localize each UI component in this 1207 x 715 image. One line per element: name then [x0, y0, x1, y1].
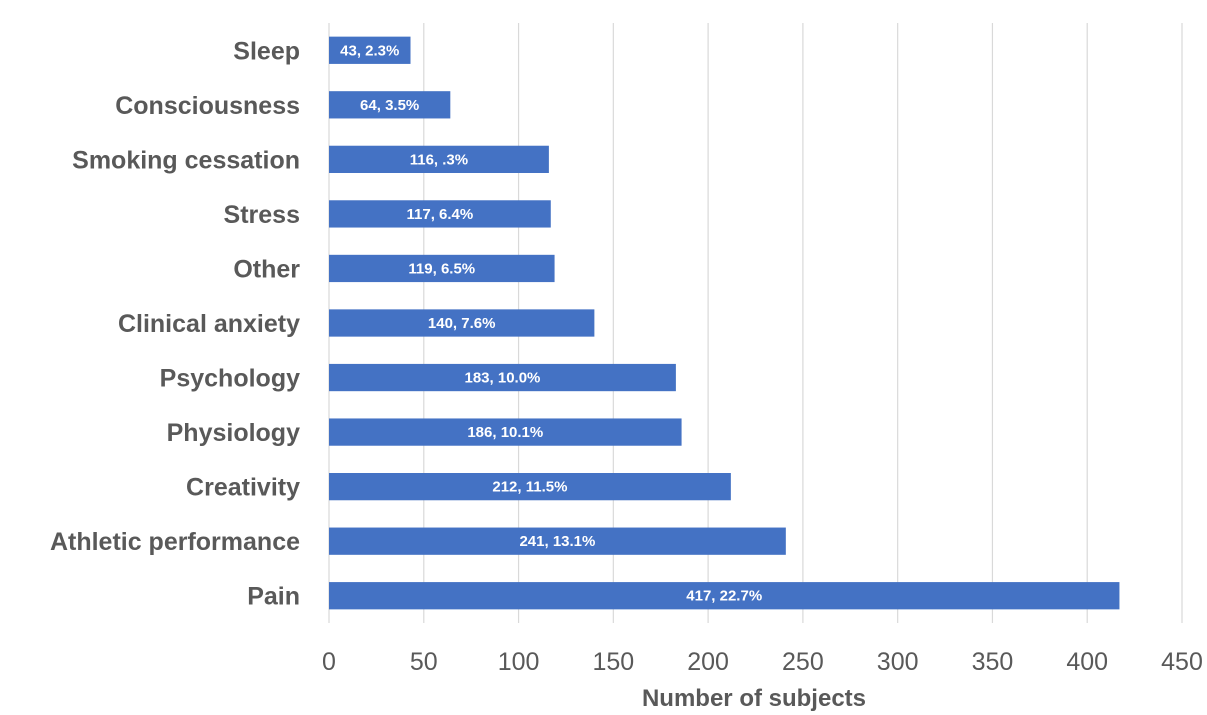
category-label-other: Other — [233, 255, 300, 283]
bar-sleep — [329, 36, 411, 64]
category-label-stress: Stress — [224, 201, 300, 229]
x-tick-label-200: 200 — [687, 648, 729, 676]
x-tick-label-0: 0 — [322, 648, 336, 676]
data-label-stress: 117, 6.4% — [407, 206, 474, 223]
bar-pain — [329, 582, 1120, 610]
data-label-psychology: 183, 10.0% — [464, 370, 540, 387]
bar-creativity — [329, 473, 731, 501]
x-tick-labels: 0 50 100 150 200 250 300 350 400 450 — [322, 648, 1203, 676]
bar-psychology — [329, 363, 676, 392]
data-label-pain: 417, 22.7% — [686, 588, 762, 605]
bar-other — [329, 254, 555, 283]
x-tick-label-150: 150 — [592, 648, 634, 676]
bar-smoking-cessation — [329, 145, 549, 173]
category-label-physiology: Physiology — [167, 419, 300, 447]
x-tick-label-400: 400 — [1066, 648, 1108, 676]
category-labels: Sleep Consciousness Smoking cessation Stres… — [50, 37, 300, 610]
category-label-consciousness: Consciousness — [115, 92, 300, 120]
category-label-sleep: Sleep — [233, 37, 300, 65]
x-axis-title: Number of subjects — [642, 685, 866, 712]
data-label-physiology: 186, 10.1% — [467, 424, 543, 441]
bar-physiology — [329, 418, 682, 446]
x-tick-label-450: 450 — [1161, 648, 1203, 676]
category-label-athletic-performance: Athletic performance — [50, 528, 300, 556]
bar-stress — [329, 200, 551, 228]
bar-athletic-performance — [329, 527, 786, 555]
data-label-other: 119, 6.5% — [408, 260, 475, 277]
x-tick-label-50: 50 — [410, 648, 438, 676]
bars: 43, 2.3% 64, 3.5% 116, .3% 117, 6.4% 119, 6.… — [329, 36, 1120, 610]
data-label-smoking-cessation: 116, .3% — [410, 151, 468, 168]
category-label-psychology: Psychology — [160, 365, 300, 393]
category-label-pain: Pain — [247, 583, 300, 611]
x-tick-label-350: 350 — [972, 648, 1014, 676]
category-label-creativity: Creativity — [186, 474, 300, 502]
grid-lines — [328, 23, 1183, 623]
bar-consciousness — [329, 91, 451, 119]
x-tick-label-250: 250 — [782, 648, 824, 676]
data-label-consciousness: 64, 3.5% — [360, 97, 419, 114]
data-label-clinical-anxiety: 140, 7.6% — [428, 315, 496, 332]
category-label-clinical-anxiety: Clinical anxiety — [118, 310, 300, 338]
data-label-creativity: 212, 11.5% — [492, 479, 567, 496]
data-label-sleep: 43, 2.3% — [340, 42, 399, 59]
bar-clinical-anxiety — [329, 309, 595, 337]
x-tick-label-300: 300 — [877, 648, 919, 676]
category-label-smoking-cessation: Smoking cessation — [72, 146, 300, 174]
data-label-athletic-performance: 241, 13.1% — [519, 533, 595, 550]
x-tick-label-100: 100 — [498, 648, 540, 676]
